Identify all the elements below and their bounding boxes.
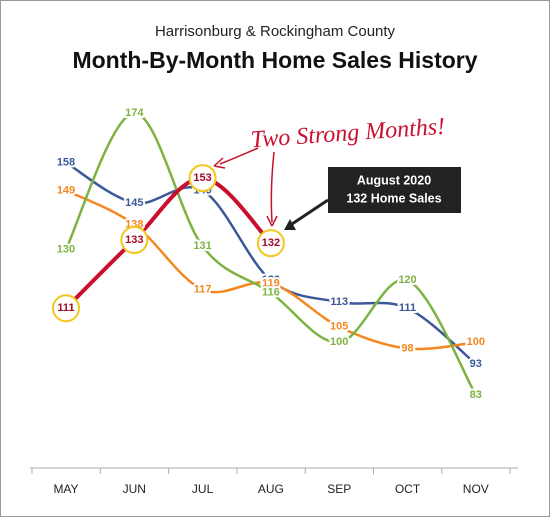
data-label: 119 [262, 277, 280, 289]
data-label: 131 [193, 240, 211, 252]
data-label: 100 [467, 336, 485, 348]
data-label: 113 [330, 296, 348, 308]
data-label: 158 [57, 156, 75, 168]
data-label: 145 [125, 197, 143, 209]
x-tick-label: MAY [53, 482, 78, 496]
callout-text: 132 Home Sales [346, 191, 441, 205]
data-label: 174 [125, 107, 144, 119]
data-label: 153 [193, 172, 211, 184]
data-label: 117 [194, 284, 212, 296]
highlight-circle [256, 229, 285, 258]
x-tick-label: JUL [192, 482, 214, 496]
annotation-arrow [270, 151, 275, 223]
annotation-arrow [219, 147, 259, 165]
series-line [64, 111, 478, 397]
annotation-arrowhead [266, 215, 278, 227]
data-label: 149 [57, 184, 75, 196]
callout-box [328, 167, 461, 213]
data-label: 111 [399, 302, 416, 314]
x-tick-label: NOV [463, 482, 489, 496]
data-label: 120 [262, 274, 280, 286]
data-label: 93 [470, 358, 482, 370]
series-line [64, 176, 273, 311]
x-tick-label: AUG [258, 482, 284, 496]
highlight-circle [188, 164, 217, 193]
callout-arrowhead [284, 219, 296, 230]
data-label: 133 [125, 234, 143, 246]
data-label: 116 [262, 287, 280, 299]
annotation-arrowhead [213, 157, 226, 169]
data-label: 111 [57, 302, 74, 314]
x-tick-label: OCT [395, 482, 421, 496]
x-tick-label: JUN [123, 482, 146, 496]
series-line [64, 161, 478, 366]
series-line [64, 189, 478, 351]
highlight-circle [52, 294, 80, 323]
callout-text: August 2020 [357, 173, 431, 187]
chart-subtitle: Harrisonburg & Rockingham County [155, 23, 396, 40]
x-tick-label: SEP [327, 482, 351, 496]
data-label: 100 [330, 336, 348, 348]
chart-title: Month-By-Month Home Sales History [72, 47, 477, 73]
callout-arrow [291, 198, 329, 226]
data-label: 132 [262, 237, 280, 249]
data-label: 120 [398, 274, 416, 286]
data-label: 98 [401, 342, 413, 354]
plot: MAY JUN JUL AUG SEP OCT NOV 158 145 149 120 113 111 9… [31, 105, 511, 496]
data-label: 83 [470, 389, 482, 401]
data-label: 105 [330, 321, 348, 333]
highlight-circle [120, 226, 149, 255]
data-label: 130 [57, 243, 75, 255]
